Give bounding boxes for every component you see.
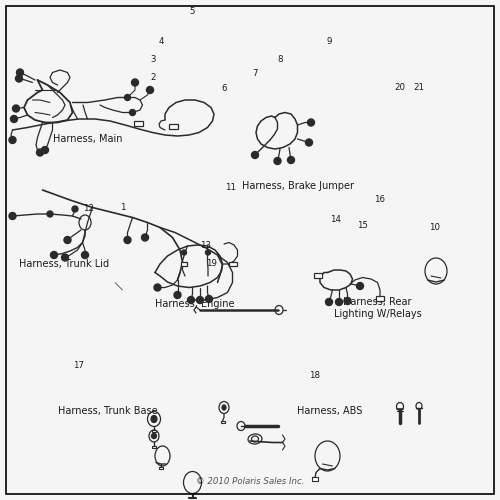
Bar [181, 262, 187, 266]
Circle shape [306, 139, 312, 146]
Circle shape [10, 116, 18, 122]
Ellipse shape [222, 405, 226, 410]
Circle shape [47, 211, 53, 217]
Circle shape [9, 136, 16, 143]
Bar [134, 121, 143, 126]
Circle shape [124, 236, 131, 244]
Text: © 2010 Polaris Sales Inc.: © 2010 Polaris Sales Inc. [196, 476, 304, 486]
Text: 7: 7 [252, 70, 258, 78]
Circle shape [50, 252, 58, 258]
Bar [159, 467, 163, 469]
Circle shape [252, 152, 258, 158]
Text: 5: 5 [190, 6, 195, 16]
Circle shape [16, 75, 22, 82]
Text: 11: 11 [226, 182, 236, 192]
Bar [220, 421, 224, 423]
Text: 1: 1 [120, 203, 125, 212]
Circle shape [130, 110, 136, 116]
Circle shape [206, 296, 212, 302]
Circle shape [336, 298, 342, 306]
Bar [312, 477, 318, 481]
Circle shape [64, 236, 71, 244]
Text: 16: 16 [374, 196, 386, 204]
Text: 4: 4 [158, 36, 164, 46]
Bar [376, 296, 384, 301]
Text: 19: 19 [206, 260, 216, 268]
Text: 3: 3 [151, 56, 156, 64]
Text: 20: 20 [394, 83, 406, 92]
Text: Harness, ABS: Harness, ABS [298, 406, 362, 416]
Circle shape [132, 79, 138, 86]
Circle shape [182, 250, 186, 255]
Text: 21: 21 [414, 83, 424, 92]
Bar [152, 446, 156, 448]
Circle shape [308, 119, 314, 126]
Circle shape [146, 86, 154, 94]
Text: Harness, Trunk Base: Harness, Trunk Base [58, 406, 158, 416]
Text: 14: 14 [330, 214, 342, 224]
Circle shape [142, 234, 148, 241]
Circle shape [72, 206, 78, 212]
Circle shape [274, 158, 281, 164]
Bar [169, 124, 178, 129]
Circle shape [356, 282, 364, 290]
Bar [152, 430, 156, 432]
Circle shape [9, 212, 16, 220]
Circle shape [188, 296, 194, 304]
Circle shape [82, 252, 88, 258]
Circle shape [124, 94, 130, 100]
Circle shape [326, 298, 332, 306]
Circle shape [174, 292, 181, 298]
Circle shape [36, 149, 44, 156]
Text: 10: 10 [430, 223, 440, 232]
Ellipse shape [151, 416, 157, 422]
Circle shape [196, 296, 203, 304]
Text: 18: 18 [310, 372, 320, 380]
Circle shape [206, 250, 210, 255]
Circle shape [288, 156, 294, 164]
Circle shape [154, 284, 161, 291]
Text: 13: 13 [200, 240, 211, 250]
Text: Harness, Main: Harness, Main [53, 134, 122, 144]
Text: 17: 17 [74, 360, 85, 370]
Text: Harness, Brake Jumper: Harness, Brake Jumper [242, 181, 354, 191]
Text: 12: 12 [84, 204, 94, 214]
Circle shape [344, 298, 351, 304]
Circle shape [42, 146, 48, 154]
Text: Harness, Engine: Harness, Engine [155, 299, 235, 309]
Text: 8: 8 [277, 54, 283, 64]
Circle shape [62, 254, 68, 261]
Circle shape [16, 69, 24, 76]
Text: 6: 6 [221, 84, 227, 94]
Text: 2: 2 [151, 73, 156, 82]
Text: 9: 9 [326, 36, 332, 46]
Bar [314, 273, 322, 278]
Text: 15: 15 [358, 220, 368, 230]
Bar [229, 262, 236, 266]
Text: Harness, Rear
Lighting W/Relays: Harness, Rear Lighting W/Relays [334, 297, 422, 318]
Circle shape [12, 105, 20, 112]
Circle shape [152, 434, 156, 438]
Text: Harness, Trunk Lid: Harness, Trunk Lid [19, 259, 109, 269]
